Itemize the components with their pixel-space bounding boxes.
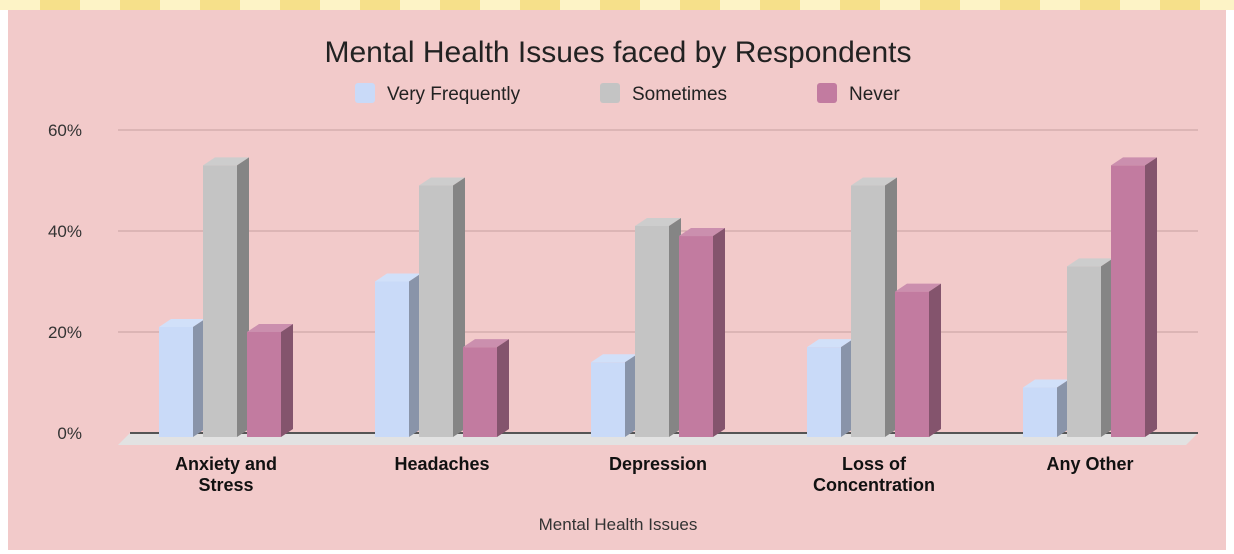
- legend-label: Sometimes: [632, 84, 727, 105]
- bar: [591, 354, 637, 437]
- x-category-line: Loss of: [842, 454, 907, 474]
- bar: [635, 217, 681, 437]
- bar-front: [419, 185, 453, 437]
- bar-top: [419, 177, 465, 186]
- bar-side: [281, 324, 293, 437]
- bar-front: [247, 332, 281, 437]
- y-axis-ticks: 0% 20% 40% 60%: [48, 121, 82, 443]
- bar-top: [159, 318, 205, 327]
- bar: [679, 228, 725, 437]
- bar-side: [885, 177, 897, 438]
- bar-side: [1101, 258, 1113, 437]
- bar-top: [679, 228, 725, 237]
- bar-front: [895, 291, 929, 437]
- bar-side: [669, 217, 681, 437]
- bar-top: [635, 217, 681, 226]
- x-category-line: Headaches: [394, 454, 489, 474]
- bar-side: [1145, 157, 1157, 437]
- bar-top: [895, 283, 941, 292]
- bar-top: [1023, 379, 1069, 388]
- bar-side: [929, 283, 941, 437]
- bar-top: [807, 339, 853, 348]
- bar: [203, 157, 249, 437]
- bar: [463, 339, 509, 437]
- bar-side: [497, 339, 509, 437]
- bar-top: [247, 324, 293, 332]
- y-tick-label: 40%: [48, 222, 82, 241]
- legend-label: Never: [849, 84, 900, 105]
- legend: Very Frequently Sometimes Never: [355, 83, 900, 105]
- x-category-line: Stress: [198, 475, 253, 495]
- legend-swatch: [355, 83, 375, 103]
- bar: [895, 283, 941, 437]
- x-category-line: Depression: [609, 454, 707, 474]
- bars: [159, 157, 1157, 438]
- bar: [851, 177, 897, 438]
- legend-swatch: [600, 83, 620, 103]
- bar-front: [203, 165, 237, 437]
- bar-front: [679, 236, 713, 437]
- bar-top: [1111, 157, 1157, 166]
- bar-front: [591, 362, 625, 437]
- bar-front: [1067, 266, 1101, 437]
- x-category-label: Headaches: [394, 454, 489, 474]
- bar-front: [851, 185, 885, 437]
- chart-card: Mental Health Issues faced by Respondent…: [8, 10, 1226, 550]
- x-category-label: Depression: [609, 454, 707, 474]
- bar-top: [463, 339, 509, 348]
- bar-front: [1111, 165, 1145, 437]
- bar-top: [203, 157, 249, 166]
- legend-label: Very Frequently: [387, 84, 521, 105]
- bar: [1111, 157, 1157, 437]
- bar-side: [453, 177, 465, 438]
- bar-top: [375, 273, 421, 282]
- header-band: [0, 0, 1234, 10]
- x-category-label: Any Other: [1046, 454, 1133, 474]
- bar: [1067, 258, 1113, 437]
- x-category-line: Any Other: [1046, 454, 1133, 474]
- bar-side: [841, 339, 853, 437]
- y-tick-label: 0%: [57, 424, 82, 443]
- x-category-label: Anxiety and Stress: [175, 454, 277, 495]
- bar: [807, 339, 853, 437]
- y-tick-label: 20%: [48, 323, 82, 342]
- bar-front: [375, 281, 409, 437]
- bar-chart: Mental Health Issues faced by Respondent…: [48, 36, 1198, 534]
- bar: [419, 177, 465, 438]
- x-category-line: Concentration: [813, 475, 935, 495]
- bar-side: [193, 318, 205, 437]
- x-axis-categories: Anxiety and Stress Headaches Depression Loss…: [175, 454, 1134, 495]
- bar-side: [713, 228, 725, 437]
- y-tick-label: 60%: [48, 121, 82, 140]
- bar-front: [1023, 387, 1057, 437]
- bar-side: [625, 354, 637, 437]
- bar: [375, 273, 421, 437]
- bar-front: [635, 225, 669, 437]
- bar-front: [463, 347, 497, 437]
- x-axis-title: Mental Health Issues: [539, 515, 698, 534]
- bar: [159, 318, 205, 437]
- bar-front: [159, 326, 193, 437]
- bar-top: [1067, 258, 1113, 267]
- x-category-line: Anxiety and: [175, 454, 277, 474]
- bar-side: [237, 157, 249, 437]
- bar-top: [851, 177, 897, 186]
- bar-top: [591, 354, 637, 363]
- legend-swatch: [817, 83, 837, 103]
- bar: [1023, 379, 1069, 437]
- x-category-label: Loss of Concentration: [813, 454, 935, 495]
- bar-side: [1057, 379, 1069, 437]
- bar: [247, 324, 293, 437]
- chart-title: Mental Health Issues faced by Respondent…: [324, 36, 911, 69]
- bar-side: [409, 273, 421, 437]
- bar-front: [807, 347, 841, 437]
